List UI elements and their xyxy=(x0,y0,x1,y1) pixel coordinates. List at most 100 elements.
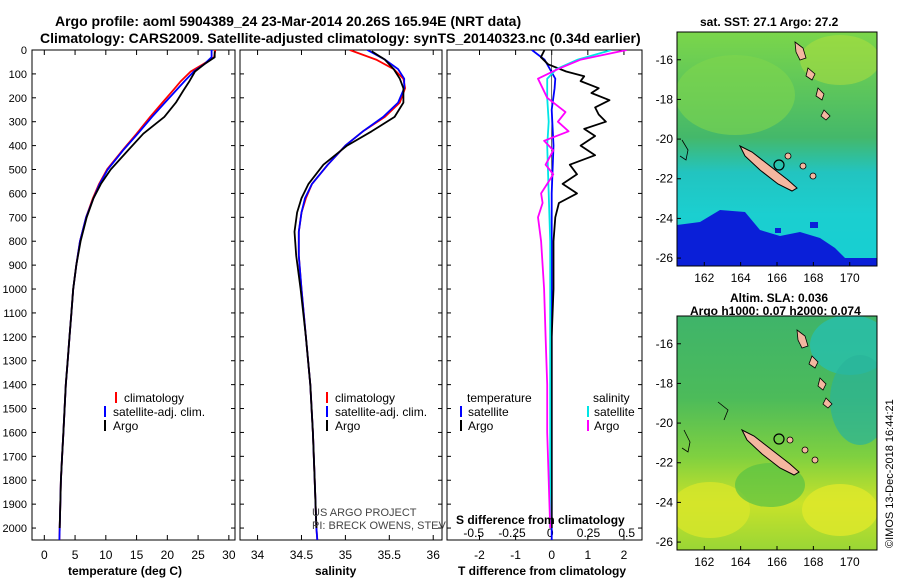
top-tick-label: 0 xyxy=(547,526,554,540)
depth-tick-label: 1100 xyxy=(3,308,27,320)
vanuatu-island xyxy=(822,397,833,409)
map-y-tick-label: -22 xyxy=(656,456,674,470)
legend-swatch-t-satellite xyxy=(460,406,462,417)
reef-outline xyxy=(681,429,691,453)
x-tick-label: 34 xyxy=(251,548,265,562)
map-x-tick-label: 162 xyxy=(694,555,714,569)
loyalty-island xyxy=(809,172,817,180)
salinity-legend: climatology satellite-adj. clim. Argo xyxy=(326,391,427,433)
credit-line-1: US ARGO PROJECT xyxy=(312,507,417,519)
x-tick-label: -1 xyxy=(510,548,521,562)
argo-float-position xyxy=(773,159,785,171)
sst-warm-patch xyxy=(677,55,795,135)
new-caledonia-island xyxy=(740,428,800,476)
x-tick-label: 35 xyxy=(339,548,353,562)
temperature-xlabel: temperature (deg C) xyxy=(68,564,182,578)
legend-argo: Argo xyxy=(113,419,139,433)
salinity-panel-frame xyxy=(239,49,443,541)
series-line-argo xyxy=(293,50,405,529)
argo-float-position xyxy=(773,433,785,445)
loyalty-island xyxy=(784,152,792,160)
depth-tick-label: 900 xyxy=(9,260,27,272)
sla-high-patch xyxy=(830,355,877,445)
map-x-tick-label: 164 xyxy=(731,555,751,569)
depth-tick-label: 500 xyxy=(9,165,27,177)
legend-swatch-satellite xyxy=(104,406,106,417)
temperature-legend: climatology satellite-adj. clim. Argo xyxy=(104,391,205,433)
temperature-panel-frame xyxy=(31,49,236,541)
depth-tick-label: 1500 xyxy=(3,404,27,416)
vanuatu-island xyxy=(794,41,807,61)
sst-map-title: sat. SST: 27.1 Argo: 27.2 xyxy=(700,15,839,29)
header-line-2: Climatology: CARS2009. Satellite-adjuste… xyxy=(40,30,641,46)
temperature-lines xyxy=(58,50,217,540)
difference-top-label: S difference from climatology xyxy=(456,513,625,527)
sla-low-patch xyxy=(802,484,877,536)
legend-swatch-climatology xyxy=(326,392,328,403)
x-tick-label: 36 xyxy=(427,548,441,562)
vanuatu-island xyxy=(820,109,831,121)
difference-xlabel: T difference from climatology xyxy=(458,564,626,578)
sla-map-title: Altim. SLA: 0.036 xyxy=(730,291,828,305)
top-tick-label: 0.5 xyxy=(618,526,635,540)
salinity-lines xyxy=(293,50,407,540)
map-y-tick-label: -26 xyxy=(656,535,674,549)
sst-map: sat. SST: 27.1 Argo: 27.2 162 164 166 168 17… xyxy=(656,15,878,285)
legend-swatch-argo xyxy=(326,420,328,431)
vanuatu-island xyxy=(815,87,825,101)
legend-climatology: climatology xyxy=(335,391,395,405)
map-y-tick-label: -18 xyxy=(656,92,674,106)
sla-map-ticks: 162 164 166 168 170 -16 -18 -20 -22 -24 -26 xyxy=(656,337,860,569)
depth-tick-label: 1200 xyxy=(3,332,27,344)
sst-cold-fleck xyxy=(810,222,818,228)
x-tick-label: 20 xyxy=(161,548,175,562)
sla-mid-patch xyxy=(735,463,805,507)
series-line-s-argo xyxy=(537,50,627,529)
x-tick-label: 2 xyxy=(621,548,628,562)
map-x-tick-label: 170 xyxy=(840,555,860,569)
sst-warm-patch xyxy=(800,35,877,85)
depth-tick-label: 200 xyxy=(9,93,27,105)
map-x-tick-label: 162 xyxy=(694,271,714,285)
salinity-xlabel: salinity xyxy=(315,564,357,578)
loyalty-island xyxy=(799,162,807,170)
vanuatu-island xyxy=(808,355,819,369)
map-y-tick-label: -24 xyxy=(656,211,674,225)
difference-panel: -2 -1 0 1 2 -0.5 -0.25 0 0.25 0.5 S difference fr… xyxy=(446,49,643,578)
map-y-tick-label: -16 xyxy=(656,53,674,67)
temperature-panel: 0 5 10 15 20 25 30 temperature (deg C) climato… xyxy=(31,49,236,578)
legend-t-satellite: satellite xyxy=(468,405,509,419)
difference-ticks: -2 -1 0 1 2 -0.5 -0.25 0 0.25 0.5 xyxy=(447,49,642,562)
legend-satellite: satellite-adj. clim. xyxy=(335,405,427,419)
x-tick-label: 5 xyxy=(72,548,79,562)
depth-tick-label: 1900 xyxy=(3,499,27,511)
map-y-tick-label: -16 xyxy=(656,337,674,351)
x-tick-label: 1 xyxy=(584,548,591,562)
depth-tick-label: 100 xyxy=(9,69,27,81)
x-tick-label: 10 xyxy=(99,548,113,562)
top-tick-label: 0.25 xyxy=(577,526,601,540)
top-tick-label: -0.25 xyxy=(498,526,526,540)
x-tick-label: 25 xyxy=(191,548,205,562)
x-tick-label: 0 xyxy=(548,548,555,562)
legend-t-argo: Argo xyxy=(468,419,494,433)
vanuatu-island xyxy=(805,67,816,81)
depth-tick-label: 600 xyxy=(9,188,27,200)
legend-swatch-s-satellite xyxy=(587,406,589,417)
new-caledonia-island xyxy=(738,144,798,192)
loyalty-island xyxy=(811,456,819,464)
map-x-tick-label: 166 xyxy=(767,555,787,569)
legend-swatch-climatology xyxy=(115,392,117,403)
map-y-tick-label: -18 xyxy=(656,376,674,390)
legend-s-satellite: satellite xyxy=(594,405,635,419)
sla-low-patch xyxy=(677,482,750,538)
x-tick-label: 30 xyxy=(222,548,236,562)
loyalty-island xyxy=(801,446,809,454)
header-line-1: Argo profile: aoml 5904389_24 23-Mar-201… xyxy=(55,13,521,29)
legend-swatch-satellite xyxy=(326,406,328,417)
temperature-ticks: 0 5 10 15 20 25 30 xyxy=(32,49,236,562)
depth-tick-label: 1400 xyxy=(3,380,27,392)
map-x-tick-label: 164 xyxy=(731,271,751,285)
map-y-tick-label: -26 xyxy=(656,251,674,265)
